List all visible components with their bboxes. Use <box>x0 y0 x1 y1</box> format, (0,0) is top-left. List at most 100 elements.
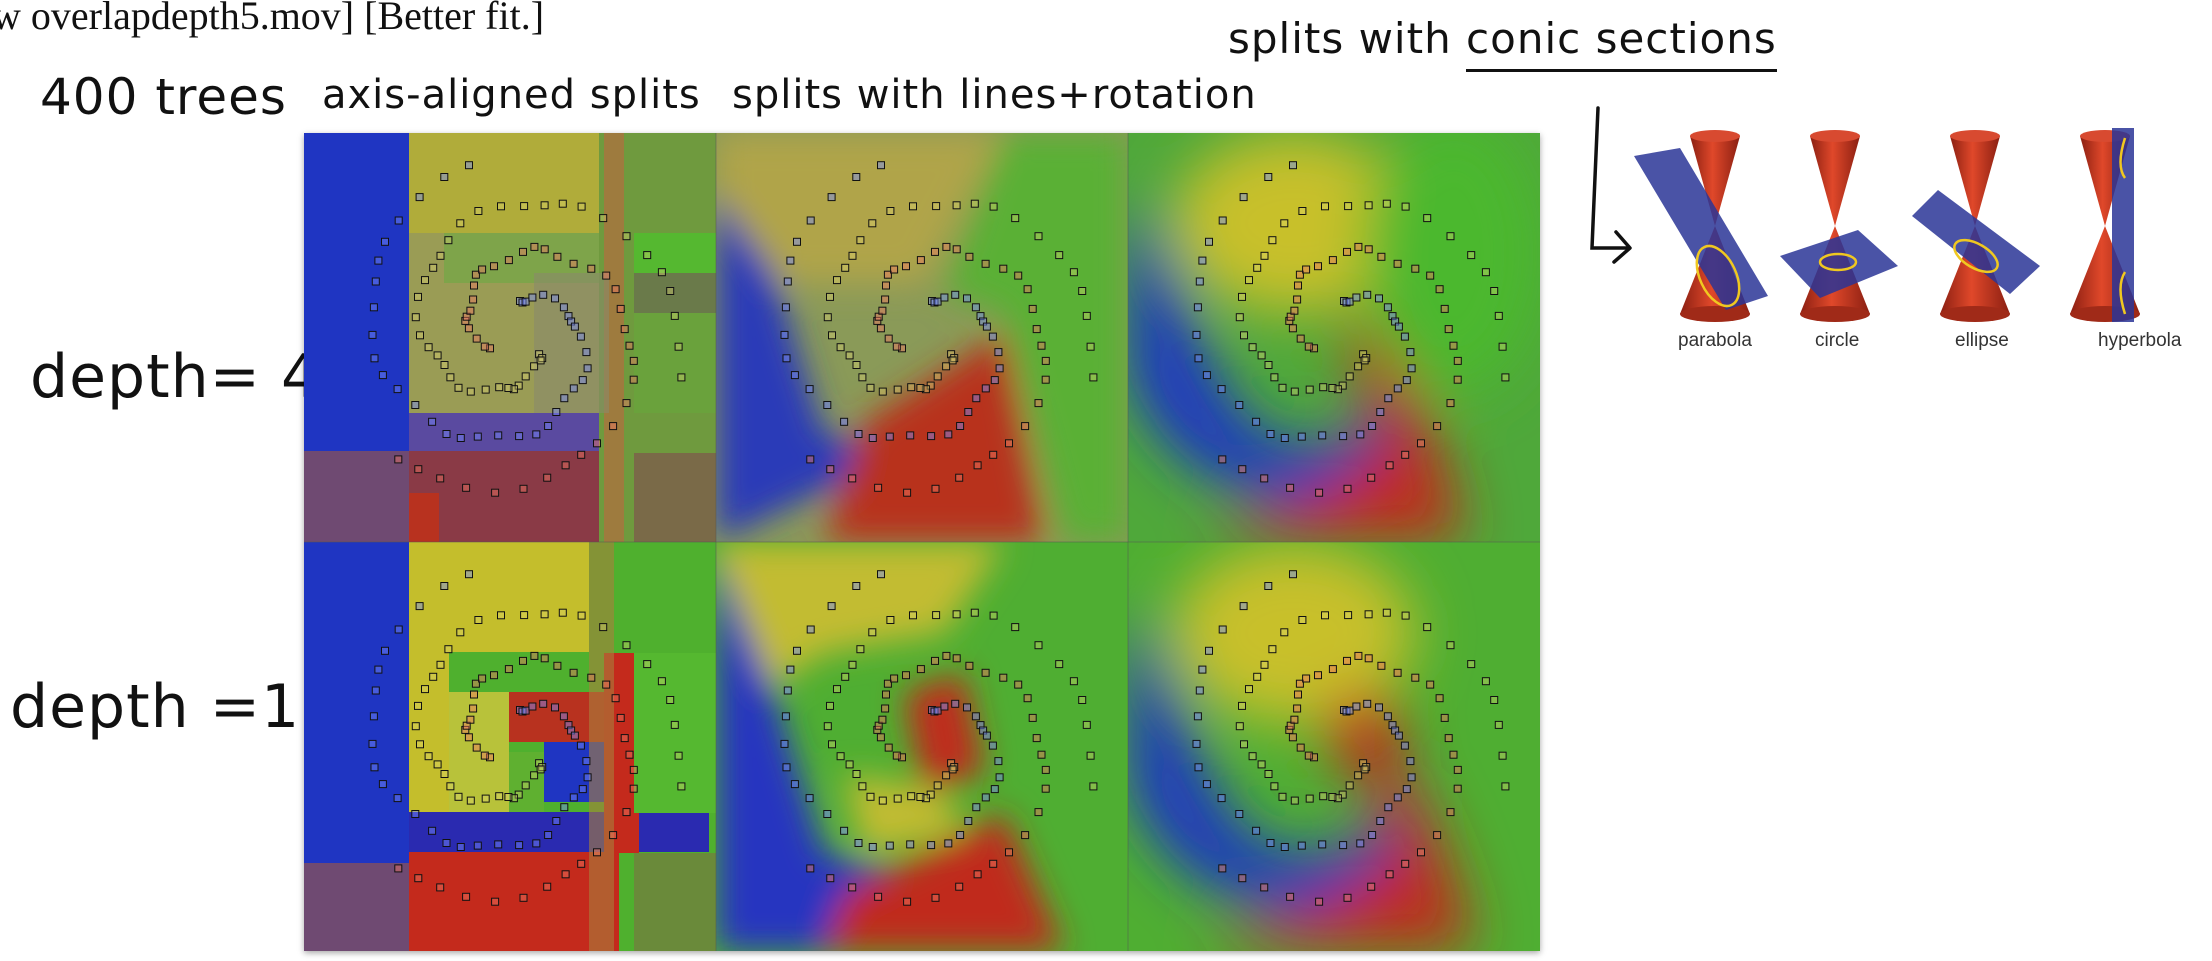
conic-label-ellipse: ellipse <box>1955 330 2009 351</box>
data-point <box>1021 422 1030 431</box>
data-point <box>532 430 541 439</box>
data-point <box>1385 461 1394 470</box>
data-point <box>942 242 951 251</box>
data-point <box>495 792 504 801</box>
data-point <box>1446 808 1455 817</box>
data-point <box>1481 677 1490 686</box>
data-point <box>540 201 549 210</box>
data-point <box>582 757 591 766</box>
data-point <box>643 251 652 260</box>
data-point <box>881 295 890 304</box>
data-point <box>543 473 552 482</box>
data-point <box>893 385 902 394</box>
data-point <box>841 672 850 681</box>
data-point <box>414 465 423 474</box>
data-point <box>942 771 951 780</box>
data-point <box>370 354 379 363</box>
data-point <box>1393 793 1402 802</box>
data-point <box>972 803 981 812</box>
data-point <box>1383 712 1392 721</box>
data-point <box>440 582 449 590</box>
data-point <box>1333 385 1342 394</box>
data-point <box>577 450 586 459</box>
data-point <box>826 874 835 883</box>
data-point <box>1383 303 1392 312</box>
data-point <box>1253 672 1262 681</box>
data-point <box>909 202 917 211</box>
data-point <box>933 781 942 790</box>
data-point <box>583 773 592 782</box>
data-point <box>1377 661 1386 670</box>
data-point <box>1367 473 1376 482</box>
data-point <box>786 665 795 674</box>
data-point <box>587 264 596 273</box>
data-point <box>1217 794 1226 803</box>
data-point <box>1257 351 1266 360</box>
data-point <box>1268 645 1277 654</box>
data-point <box>521 706 530 715</box>
data-point <box>1417 439 1425 448</box>
data-point <box>971 712 980 721</box>
data-point <box>593 848 601 857</box>
data-point <box>559 303 568 312</box>
data-point <box>394 216 403 225</box>
data-point <box>497 611 505 620</box>
data-point <box>440 361 449 369</box>
data-point <box>1288 733 1297 742</box>
data-point <box>982 731 991 740</box>
data-point <box>1433 422 1442 431</box>
data-point <box>1354 771 1363 780</box>
data-point <box>480 751 489 760</box>
data-point <box>464 733 473 742</box>
data-point <box>884 743 893 752</box>
data-point <box>1411 264 1420 273</box>
data-point <box>494 840 503 849</box>
data-point <box>1388 721 1397 730</box>
data-point <box>1318 431 1327 440</box>
data-point <box>907 792 916 801</box>
data-point <box>625 341 634 350</box>
data-point <box>371 686 380 695</box>
data-point <box>369 712 378 721</box>
data-point <box>1360 765 1369 774</box>
data-point <box>892 751 901 760</box>
data-point <box>956 831 965 839</box>
data-point <box>440 173 449 181</box>
data-point <box>1343 893 1352 902</box>
data-point <box>1205 237 1213 246</box>
data-point <box>378 371 387 380</box>
data-point <box>1264 770 1273 778</box>
data-point <box>878 387 887 396</box>
data-point <box>1344 611 1353 620</box>
data-point <box>964 817 973 825</box>
data-point <box>1401 859 1410 868</box>
data-point <box>469 295 478 304</box>
data-point <box>995 773 1004 782</box>
data-point <box>1407 773 1416 782</box>
forest-panels-figure <box>304 133 1540 951</box>
data-point <box>952 201 961 210</box>
data-point <box>471 679 480 688</box>
data-point <box>1021 831 1030 840</box>
data-point <box>429 672 438 681</box>
data-point <box>856 236 865 245</box>
forest-panels-svg <box>304 133 1540 951</box>
data-point <box>1446 641 1455 650</box>
data-point <box>1264 173 1273 181</box>
data-point <box>1218 216 1227 225</box>
data-point <box>942 651 951 660</box>
data-point <box>1296 743 1305 752</box>
data-point <box>933 372 942 381</box>
data-point <box>1298 207 1307 215</box>
data-point <box>540 654 549 663</box>
data-point <box>1368 422 1377 430</box>
data-point <box>561 461 570 470</box>
data-point <box>622 399 631 408</box>
panel-conic-depth4 <box>1128 133 1540 542</box>
data-point <box>893 794 902 803</box>
data-point <box>1449 341 1458 350</box>
data-point <box>994 348 1003 357</box>
data-point <box>1082 720 1091 729</box>
data-point <box>1297 841 1306 850</box>
data-point <box>852 361 861 369</box>
